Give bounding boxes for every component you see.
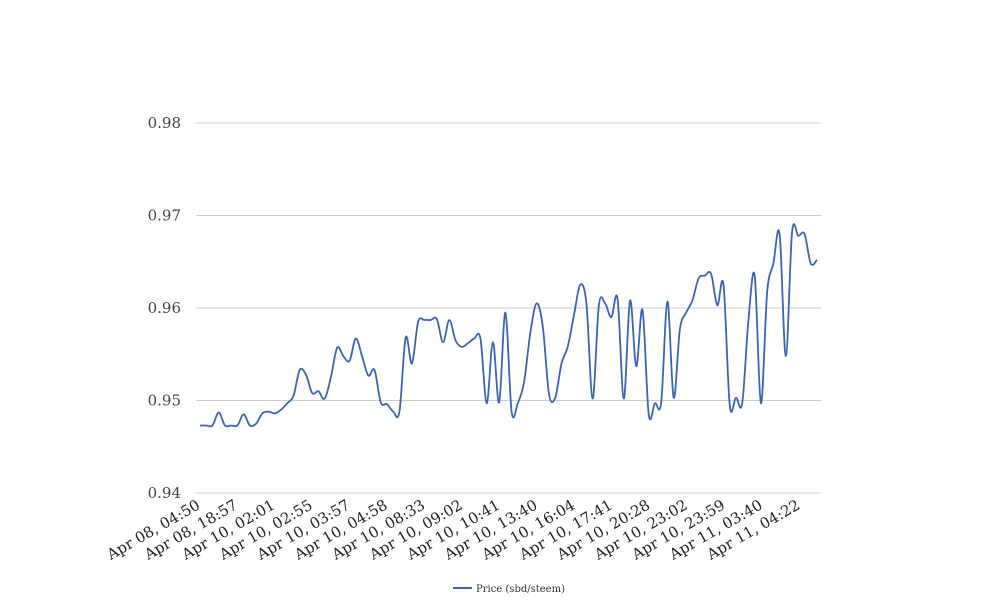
gridlines [196, 122, 821, 494]
y-tick-label: 0.97 [148, 207, 181, 225]
legend-label: Price (sbd/steem) [476, 584, 565, 595]
series-line [200, 223, 818, 428]
legend: Price (sbd/steem) [453, 584, 565, 595]
y-tick-label: 0.98 [148, 114, 181, 132]
y-tick-label: 0.95 [148, 392, 181, 410]
y-axis-ticks: 0.94 0.95 0.96 0.97 0.98 [148, 114, 181, 502]
series-lines [200, 223, 818, 428]
y-tick-label: 0.96 [148, 299, 181, 317]
y-tick-label: 0.94 [148, 484, 181, 502]
